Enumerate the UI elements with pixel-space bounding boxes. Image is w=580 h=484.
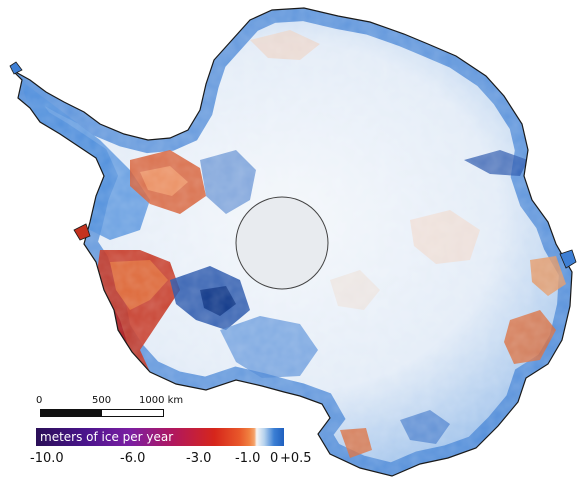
- island: [9, 61, 23, 75]
- colorbar-tick: 0: [270, 451, 279, 466]
- scale-bar: [40, 409, 164, 417]
- colorbar-tick: -3.0: [186, 451, 212, 466]
- scale-label-500: 500: [92, 395, 112, 406]
- colorbar-tick: -6.0: [120, 451, 146, 466]
- pole-hole-circle: [235, 196, 329, 290]
- island: [559, 249, 577, 269]
- colorbar-tick: +0.5: [280, 451, 312, 466]
- scale-bar-black-segment: [41, 410, 102, 416]
- scale-label-0: 0: [36, 395, 43, 406]
- colorbar: meters of ice per year: [36, 428, 284, 446]
- colorbar-tick: -10.0: [30, 451, 64, 466]
- colorbar-tick: -1.0: [235, 451, 261, 466]
- scale-label-1000: 1000 km: [139, 395, 184, 406]
- island: [73, 223, 91, 241]
- colorbar-title: meters of ice per year: [40, 430, 174, 444]
